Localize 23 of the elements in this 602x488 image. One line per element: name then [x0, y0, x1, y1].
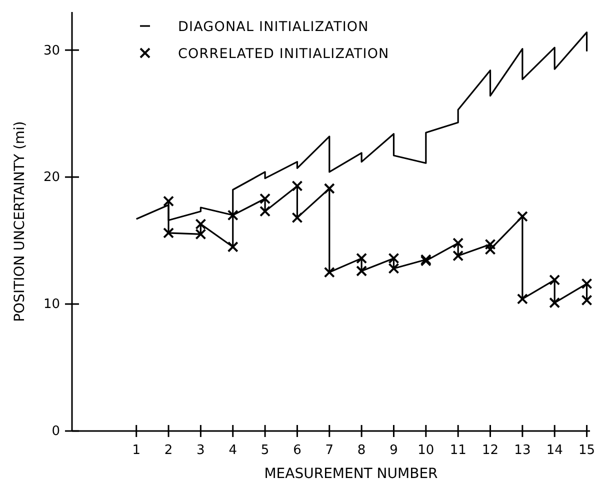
x-tick-label: 2 [164, 443, 173, 458]
x-tick-label: 8 [357, 443, 366, 458]
y-tick-label: 20 [43, 170, 60, 186]
y-tick-label: 10 [43, 297, 60, 312]
legend-label: DIAGONAL INITIALIZATION [178, 19, 369, 35]
x-tick-label: 13 [514, 443, 531, 458]
y-tick-label: 0 [52, 424, 60, 440]
x-tick-label: 6 [293, 443, 302, 458]
x-tick-label: 11 [450, 443, 466, 458]
legend-label: CORRELATED INITIALIZATION [178, 46, 390, 62]
x-tick-label: 3 [196, 443, 205, 458]
x-tick-label: 14 [546, 443, 563, 458]
x-tick-label: 5 [260, 443, 270, 458]
x-tick-label: 10 [418, 443, 434, 458]
x-tick-label: 9 [390, 443, 398, 458]
x-axis-title: MEASUREMENT NUMBER [264, 466, 438, 482]
x-tick-label: 1 [132, 443, 140, 458]
x-tick-label: 4 [228, 443, 238, 458]
x-tick-label: 15 [578, 443, 596, 458]
x-tick-label: 12 [482, 443, 499, 458]
y-tick-label: 30 [43, 43, 60, 58]
y-axis-title: POSITION UNCERTAINTY (mi) [12, 121, 28, 322]
x-tick-label: 7 [325, 443, 334, 458]
